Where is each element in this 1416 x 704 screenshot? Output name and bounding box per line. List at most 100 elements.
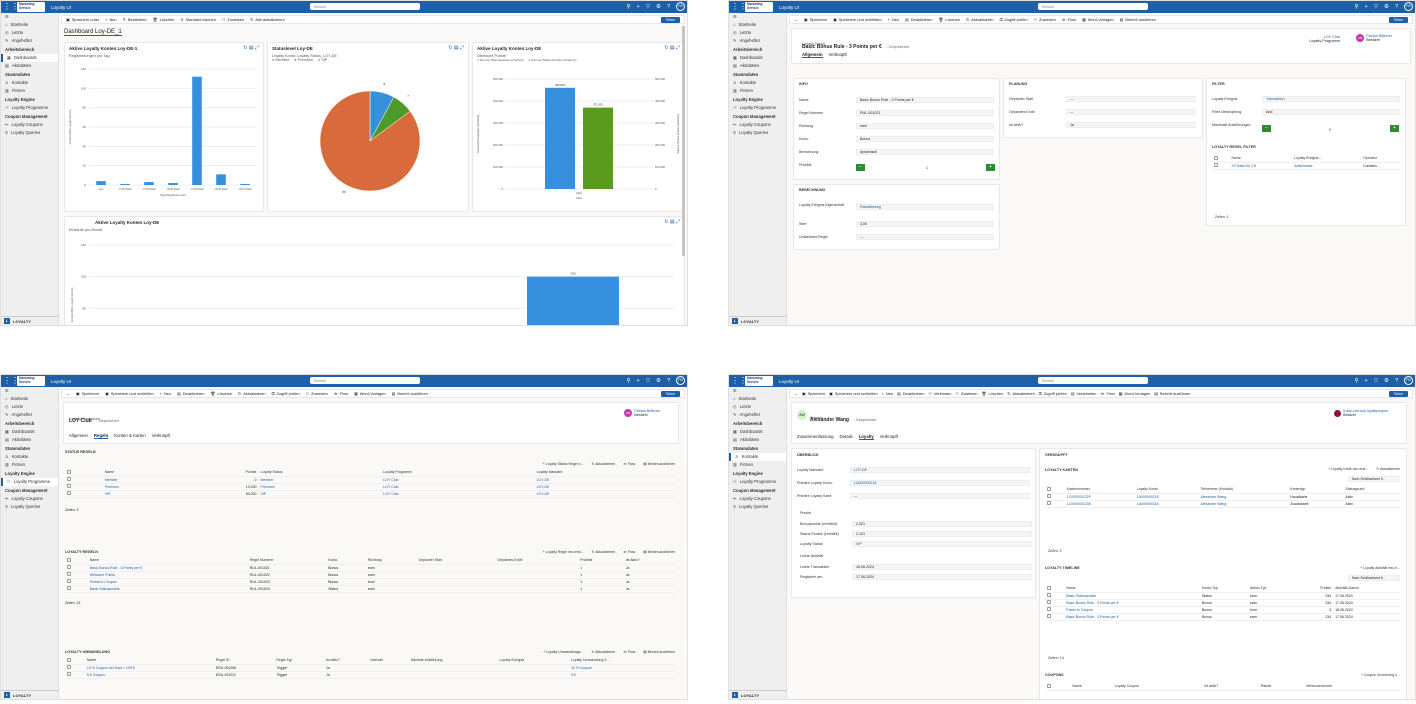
col-card-type[interactable]: Kartentyp: [1288, 486, 1344, 494]
rule-number-field[interactable]: RUL-001021: [856, 110, 994, 116]
report-button[interactable]: ▤ Bericht ausführen: [643, 550, 675, 554]
delete-button[interactable]: 🗑 Löschen: [210, 391, 233, 396]
word-templates-button[interactable]: ▦ Word-Vorlagen: [1082, 17, 1114, 22]
filter-icon[interactable]: ▽: [1373, 4, 1378, 10]
flow-button[interactable]: ≫ Flow: [1061, 17, 1077, 22]
app-launcher-icon[interactable]: ⋮⋮: [3, 2, 19, 11]
back-icon[interactable]: ←: [66, 391, 70, 396]
table-row[interactable]: Points to Coupon RUL-001023 Bonus burn 1 Ja: [65, 578, 675, 586]
tab-general[interactable]: Allgemein: [69, 433, 88, 438]
assign-button[interactable]: ⚇ Zuweisen: [221, 17, 245, 22]
check-access-button[interactable]: ⚿ Zugriff prüfen: [1038, 391, 1067, 396]
lightbulb-icon[interactable]: ⚲: [626, 4, 631, 10]
tab-related[interactable]: Verknüpft: [828, 52, 847, 57]
new-conversion-button[interactable]: + Loyalty Umwandlunge...: [543, 650, 584, 654]
lightbulb-icon[interactable]: ⚲: [1354, 378, 1359, 384]
sidebar-item-programs[interactable]: ⚇ Loyalty Programme: [5, 105, 49, 110]
new-button[interactable]: + Neu: [105, 17, 117, 22]
active-select[interactable]: Ja: [1066, 122, 1196, 128]
flow-button[interactable]: ≫ Flow: [623, 650, 636, 654]
table-row[interactable]: VIP 50,000 VIP LOY Club LOY-DE: [65, 490, 675, 498]
tab-summary[interactable]: Zusammenfassung: [797, 434, 834, 439]
plus-icon[interactable]: +: [1364, 4, 1368, 10]
sidebar-item-queries[interactable]: ⚲ Loyalty Queries: [733, 130, 769, 135]
area-switcher[interactable]: L LOYALTY: [729, 690, 787, 699]
chart-actions[interactable]: ↻ ▤ ⤢: [664, 219, 680, 225]
run-report-button[interactable]: ▤ Bericht ausführen: [1119, 17, 1156, 22]
direction-select[interactable]: earn: [856, 123, 994, 129]
filter-icon[interactable]: ▽: [645, 4, 650, 10]
table-row[interactable]: 3 Punkte für 1 € Artikelname Contains: [1212, 162, 1400, 170]
sidebar-item-pinned[interactable]: ✎ Angeheftet: [733, 38, 760, 43]
new-card-button[interactable]: + Loyalty Karte neu erst...: [1328, 467, 1369, 471]
calculation-select[interactable]: dynamisch: [856, 149, 994, 155]
increment-button[interactable]: +: [1390, 125, 1399, 132]
app-launcher-icon[interactable]: ⋮⋮: [731, 2, 747, 11]
table-row[interactable]: 5 € Coupon ERU-001011 Trigger Ja 5 €: [65, 671, 675, 679]
select-all-checkbox[interactable]: [1047, 683, 1051, 688]
save-close-button[interactable]: ▣ Speichern und schließen: [833, 17, 882, 22]
sidebar-item-accounts[interactable]: ▥ Firmen: [5, 462, 25, 467]
refresh-all-button[interactable]: ↻ Alle aktualisieren: [250, 17, 285, 22]
tab-related[interactable]: Verknüpft: [879, 434, 898, 439]
avatar[interactable]: FB: [1404, 376, 1413, 385]
chart-actions[interactable]: ↻ ▤ ⤢: [664, 45, 680, 51]
share-button[interactable]: Teilen: [1388, 391, 1408, 397]
hamburger-icon[interactable]: ☰: [733, 388, 737, 393]
col-program[interactable]: Loyalty Programm: [381, 469, 535, 477]
conversion-lookup[interactable]: ---: [856, 234, 994, 240]
tab-related[interactable]: Verknüpft: [151, 433, 170, 438]
share-button[interactable]: Teilen: [1388, 17, 1408, 23]
deactivate-button[interactable]: ▤ Deaktivieren: [177, 391, 205, 396]
sidebar-item-queries[interactable]: ⚲ Loyalty Queries: [5, 130, 41, 135]
col-start[interactable]: Geplanter Start: [416, 557, 496, 565]
col-tenant[interactable]: Loyalty Mandant: [534, 469, 675, 477]
gear-icon[interactable]: ⚙: [656, 378, 661, 384]
flow-button[interactable]: ≫ Flow: [333, 391, 349, 396]
sidebar-item-dashboards[interactable]: ▦ Dashboards: [5, 429, 35, 434]
increment-button[interactable]: +: [986, 164, 995, 171]
new-button[interactable]: + Neu: [881, 391, 894, 396]
col-account-type[interactable]: Konto-Typ: [1199, 585, 1248, 593]
col-event[interactable]: Loyalty Ereignis...: [1292, 155, 1362, 163]
sidebar-item-contacts[interactable]: ♙ Kontakte: [5, 454, 29, 459]
help-icon[interactable]: ?: [666, 4, 670, 10]
plus-icon[interactable]: +: [636, 4, 640, 10]
help-icon[interactable]: ?: [666, 378, 670, 384]
table-row[interactable]: Basic Statuspunkte Status earn 234 17.06.202…: [1045, 592, 1400, 600]
back-icon[interactable]: ←: [794, 391, 798, 396]
save-button[interactable]: ▣ Speichern: [75, 391, 100, 396]
dashboard-selector[interactable]: Dashboard Loy-DE_1: [64, 29, 122, 36]
refresh-button[interactable]: ↻ Aktualisieren: [591, 650, 616, 654]
user-link[interactable]: Fabian Bölbner: [634, 409, 660, 413]
col-coupon[interactable]: Loyalty Coupon: [1112, 683, 1203, 691]
col-target[interactable]: Loyalty Umwandlung Z...: [568, 657, 675, 665]
tab-rules[interactable]: Regeln: [93, 433, 109, 439]
col-name[interactable]: Name: [1070, 683, 1113, 691]
sidebar-item-recent[interactable]: ◷ Letzte: [733, 30, 752, 35]
max-exec-value[interactable]: 0: [1329, 128, 1331, 132]
delete-button[interactable]: 🗑 Löschen: [938, 17, 961, 22]
check-access-button[interactable]: ⚿ Zugriff prüfen: [271, 391, 300, 396]
back-icon[interactable]: ←: [794, 17, 798, 22]
table-row[interactable]: 10 % Coupon bei Kauf > 100 € ERU-001008 Tr…: [65, 664, 675, 672]
col-event[interactable]: Loyalty Ereignis: [497, 657, 569, 665]
col-rule-type[interactable]: Regel-Typ: [274, 657, 324, 665]
col-action-type[interactable]: Aktion-Typ: [1247, 585, 1298, 593]
refresh-button[interactable]: ↻ Aktualisieren: [966, 17, 994, 22]
area-switcher[interactable]: L LOYALTY: [1, 316, 59, 325]
decrement-button[interactable]: −: [856, 164, 865, 171]
word-templates-button[interactable]: ▦ Word-Vorlagen: [354, 391, 386, 396]
priority-value[interactable]: 1: [926, 166, 928, 170]
tenant-lookup[interactable]: LOY-DE: [850, 467, 1030, 473]
col-name[interactable]: Name: [84, 657, 214, 665]
sidebar-item-activities[interactable]: ▤ Aktivitäten: [5, 437, 32, 442]
check-access-button[interactable]: ⚿ Zugriff prüfen: [999, 17, 1028, 22]
save-button[interactable]: ▣ Speichern: [803, 17, 828, 22]
refresh-button[interactable]: ↻ Aktualisieren: [591, 550, 616, 554]
col-account[interactable]: Loyalty Konto: [1134, 486, 1199, 494]
scrollbar[interactable]: [682, 26, 685, 256]
run-report-button[interactable]: ▤ Bericht ausführen: [391, 391, 428, 396]
sidebar-item-coupons[interactable]: ⚯ Loyalty Coupons: [5, 122, 43, 127]
flow-button[interactable]: ≫ Flow: [623, 550, 636, 554]
